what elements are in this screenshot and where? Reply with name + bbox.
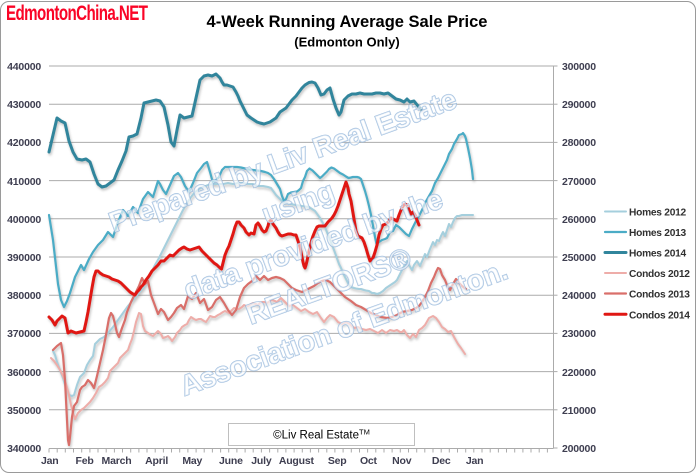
svg-text:August: August: [279, 455, 315, 467]
svg-text:230000: 230000: [562, 328, 596, 340]
svg-text:280000: 280000: [562, 137, 596, 149]
svg-text:4-Week Running Average Sale Pr: 4-Week Running Average Sale Price: [207, 13, 488, 31]
svg-text:350000: 350000: [7, 405, 41, 417]
svg-text:March: March: [102, 455, 132, 467]
svg-text:400000: 400000: [7, 214, 41, 226]
svg-text:200000: 200000: [562, 443, 596, 455]
svg-text:430000: 430000: [7, 99, 41, 111]
svg-text:220000: 220000: [562, 367, 596, 379]
svg-text:Feb: Feb: [76, 455, 94, 467]
svg-text:Nov: Nov: [392, 455, 412, 467]
svg-text:270000: 270000: [562, 176, 596, 188]
svg-text:Dec: Dec: [432, 455, 451, 467]
svg-text:290000: 290000: [562, 99, 596, 111]
svg-text:440000: 440000: [7, 61, 41, 73]
svg-text:370000: 370000: [7, 328, 41, 340]
svg-text:420000: 420000: [7, 137, 41, 149]
svg-text:250000: 250000: [562, 252, 596, 264]
svg-text:Homes 2012: Homes 2012: [629, 208, 687, 219]
svg-text:Jan: Jan: [41, 455, 59, 467]
svg-text:Homes 2013: Homes 2013: [629, 228, 687, 239]
svg-text:(Edmonton Only): (Edmonton Only): [294, 35, 399, 50]
svg-text:Homes 2014: Homes 2014: [629, 249, 687, 260]
svg-text:Sep: Sep: [328, 455, 347, 467]
svg-text:240000: 240000: [562, 290, 596, 302]
svg-text:380000: 380000: [7, 290, 41, 302]
svg-text:May: May: [182, 455, 202, 467]
svg-text:Condos 2013: Condos 2013: [629, 290, 690, 301]
svg-text:390000: 390000: [7, 252, 41, 264]
svg-text:300000: 300000: [562, 61, 596, 73]
svg-text:Condos 2012: Condos 2012: [629, 269, 690, 280]
svg-text:April: April: [145, 455, 168, 467]
svg-text:410000: 410000: [7, 176, 41, 188]
svg-text:260000: 260000: [562, 214, 596, 226]
svg-text:Oct: Oct: [360, 455, 378, 467]
svg-text:June: June: [219, 455, 243, 467]
svg-text:Jan: Jan: [466, 455, 484, 467]
svg-text:©Liv Real EstateTM: ©Liv Real EstateTM: [273, 428, 370, 442]
svg-text:July: July: [251, 455, 272, 467]
svg-text:Condos 2014: Condos 2014: [629, 310, 690, 321]
svg-text:210000: 210000: [562, 405, 596, 417]
svg-text:340000: 340000: [7, 443, 41, 455]
svg-text:360000: 360000: [7, 367, 41, 379]
